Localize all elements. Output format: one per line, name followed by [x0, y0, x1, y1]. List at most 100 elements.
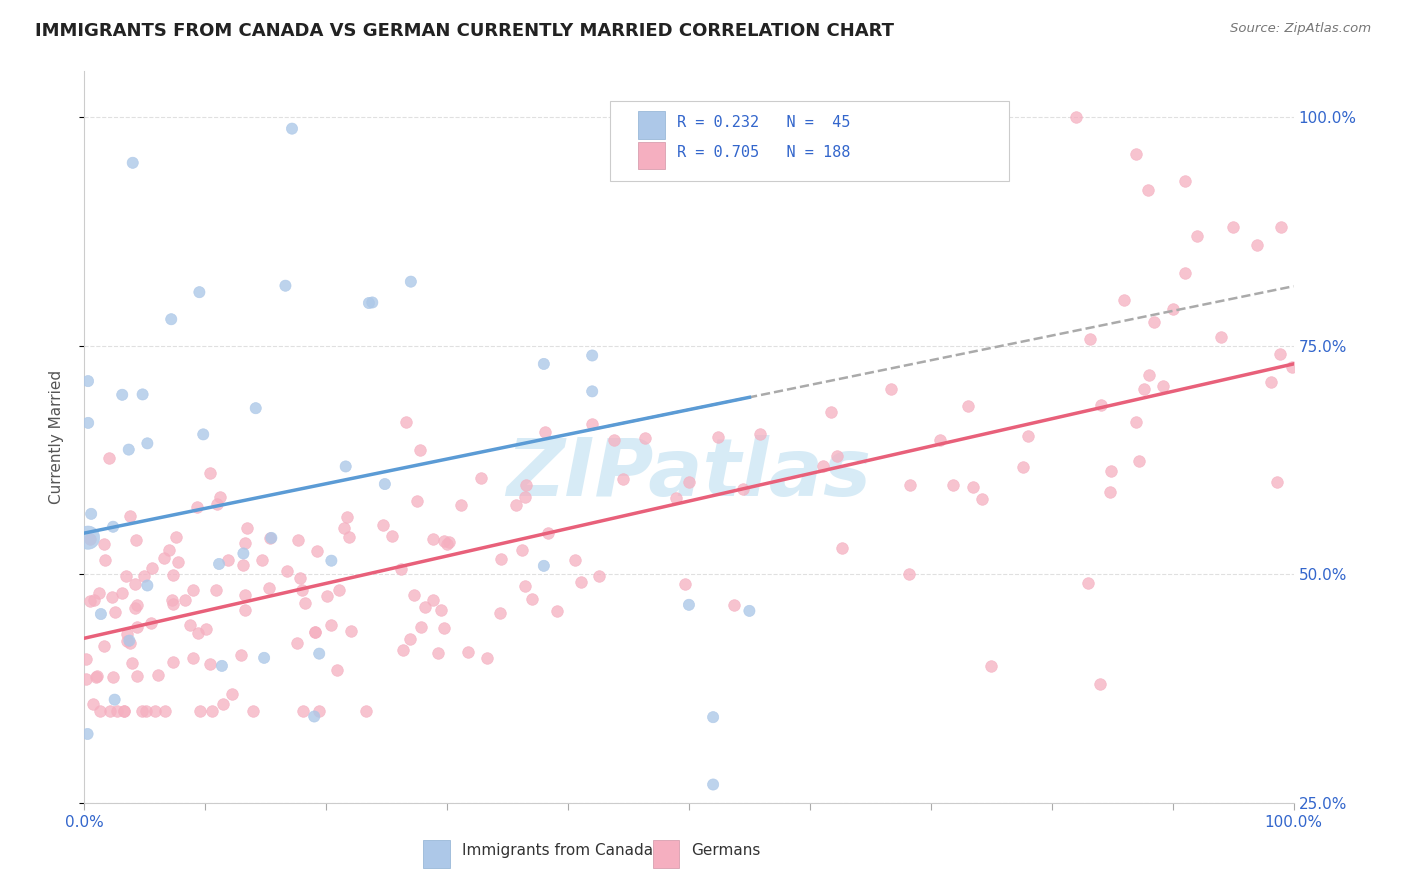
Point	[505, 499, 527, 513]
Bar	[423, 840, 450, 868]
Point	[436, 537, 458, 551]
Point	[143, 705, 166, 719]
Point	[76, 727, 98, 741]
Point	[118, 442, 141, 457]
Point	[581, 384, 603, 399]
Point	[259, 532, 281, 546]
Point	[162, 597, 184, 611]
Point	[942, 477, 965, 491]
Point	[827, 450, 849, 464]
Point	[510, 543, 533, 558]
Point	[287, 533, 309, 548]
Point	[738, 604, 761, 618]
Point	[381, 529, 404, 543]
Point	[160, 312, 183, 326]
Point	[564, 552, 586, 566]
Point	[332, 520, 354, 534]
Point	[304, 625, 326, 640]
Point	[208, 557, 231, 571]
Point	[702, 778, 724, 792]
Point	[433, 533, 456, 548]
Point	[162, 567, 184, 582]
Point	[612, 473, 634, 487]
Point	[75, 673, 97, 687]
Point	[207, 497, 229, 511]
Point	[1012, 460, 1035, 475]
Point	[188, 285, 211, 300]
Point	[1017, 428, 1039, 442]
Point	[1090, 398, 1112, 412]
Point	[1099, 485, 1122, 500]
Point	[115, 569, 138, 583]
Point	[413, 599, 436, 614]
Point	[335, 459, 357, 474]
Point	[305, 544, 328, 558]
Point	[395, 415, 418, 429]
Point	[1260, 375, 1282, 389]
Point	[250, 553, 273, 567]
Point	[276, 565, 298, 579]
Point	[121, 656, 143, 670]
Point	[153, 705, 176, 719]
Point	[707, 430, 730, 444]
Point	[405, 493, 427, 508]
Point	[201, 705, 224, 719]
Point	[537, 526, 560, 541]
Point	[173, 593, 195, 607]
Point	[162, 593, 184, 607]
Point	[1270, 219, 1292, 234]
Point	[104, 692, 127, 706]
Point	[136, 436, 159, 450]
Point	[291, 705, 314, 719]
Point	[399, 632, 422, 646]
Point	[1209, 329, 1232, 343]
Point	[131, 705, 153, 719]
Point	[678, 814, 700, 829]
Point	[702, 710, 724, 724]
Point	[373, 518, 395, 533]
Point	[534, 425, 557, 439]
Point	[162, 655, 184, 669]
Point	[80, 507, 103, 521]
Point	[98, 705, 121, 719]
Point	[340, 624, 363, 638]
Y-axis label: Currently Married: Currently Married	[49, 370, 63, 504]
Point	[491, 551, 513, 566]
Point	[588, 569, 610, 583]
Point	[89, 705, 111, 719]
Point	[257, 581, 280, 595]
Point	[437, 535, 460, 549]
Point	[315, 589, 337, 603]
Point	[970, 491, 993, 506]
Point	[673, 577, 696, 591]
Point	[1268, 347, 1291, 361]
Point	[820, 404, 842, 418]
Point	[94, 553, 117, 567]
Point	[356, 705, 378, 719]
Point	[533, 558, 555, 573]
Point	[194, 622, 217, 636]
Point	[233, 603, 256, 617]
Point	[1265, 475, 1288, 489]
Point	[79, 594, 101, 608]
Point	[723, 598, 745, 612]
Point	[357, 296, 380, 310]
Point	[392, 643, 415, 657]
Point	[186, 500, 208, 514]
Point	[294, 596, 316, 610]
Point	[89, 585, 111, 599]
Point	[136, 578, 159, 592]
Point	[1174, 266, 1197, 280]
Point	[79, 532, 101, 546]
Point	[522, 592, 544, 607]
Point	[897, 566, 920, 581]
Point	[135, 705, 157, 719]
Point	[302, 709, 325, 723]
Point	[93, 639, 115, 653]
Point	[404, 588, 426, 602]
Point	[232, 546, 254, 560]
Point	[1077, 576, 1099, 591]
Point	[1099, 464, 1122, 478]
Point	[422, 593, 444, 607]
Point	[433, 621, 456, 635]
